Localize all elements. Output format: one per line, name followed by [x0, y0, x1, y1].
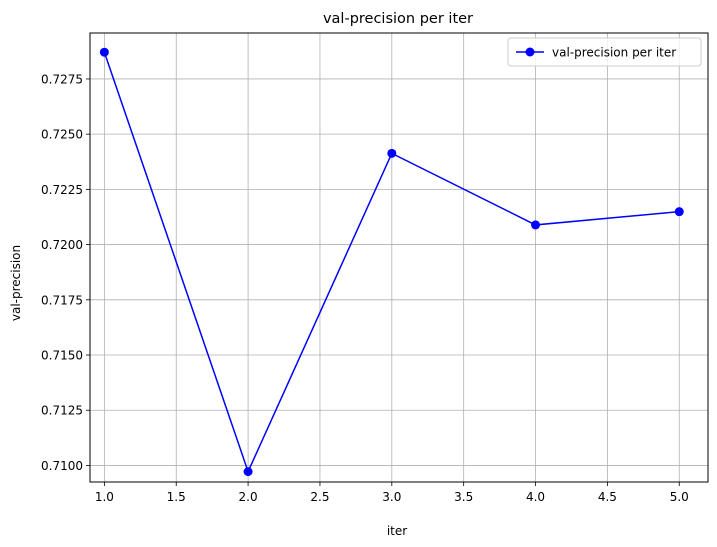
y-tick-label: 0.7200 [41, 238, 83, 252]
plot-area-frame [89, 32, 709, 483]
y-tick-label: 0.7175 [41, 293, 83, 307]
data-point [531, 220, 541, 230]
x-tick-label: 3.5 [454, 490, 473, 504]
x-tick-label: 2.0 [239, 490, 258, 504]
x-tick-label: 2.5 [310, 490, 329, 504]
data-point [387, 148, 397, 158]
y-tick-label: 0.7100 [41, 459, 83, 473]
y-tick-label: 0.7150 [41, 349, 83, 363]
x-tick-label: 5.0 [670, 490, 689, 504]
x-tick-label: 4.5 [598, 490, 617, 504]
axis-ticks: 1.0 1.5 2.0 2.5 3.0 3.5 4.0 4.5 5.0 0.7100 0.7125 0… [41, 72, 689, 504]
legend: val-precision per iter [507, 37, 702, 67]
y-axis-label: val-precision [9, 245, 23, 321]
y-tick-label: 0.7250 [41, 128, 83, 142]
data-point [243, 467, 253, 477]
y-tick-label: 0.7275 [41, 72, 83, 86]
chart-title: val-precision per iter [323, 11, 473, 27]
x-axis-label: iter [387, 524, 407, 538]
legend-label: val-precision per iter [552, 46, 676, 60]
legend-marker [525, 47, 535, 57]
x-tick-label: 4.0 [526, 490, 545, 504]
x-tick-label: 1.0 [95, 490, 114, 504]
y-tick-label: 0.7225 [41, 183, 83, 197]
y-tick-label: 0.7125 [41, 404, 83, 418]
data-point [674, 207, 684, 217]
x-tick-label: 1.5 [167, 490, 186, 504]
legend-box [507, 37, 702, 67]
x-tick-label: 3.0 [382, 490, 401, 504]
data-point [99, 47, 109, 57]
series-layer [99, 47, 684, 477]
grid [90, 33, 708, 482]
